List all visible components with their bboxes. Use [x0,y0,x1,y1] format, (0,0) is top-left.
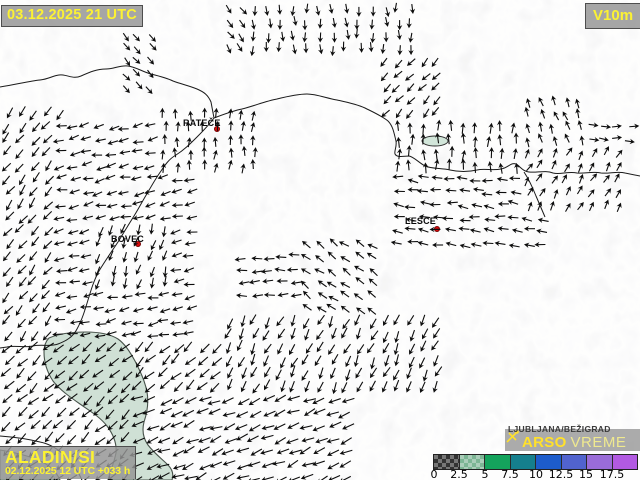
legend-swatch-6 [587,455,613,469]
brand-name-light: VREME [570,434,627,451]
border-line [213,93,640,177]
legend-swatch-7 [612,455,637,469]
model-run-time: 02.12.2025 12 UTC +033 h [5,465,131,478]
legend-swatch-4 [536,455,562,469]
legend-tick-label: 15 [579,468,593,480]
city-label: LESCE [405,216,436,226]
legend-tick-label: 5 [481,468,489,480]
datetime-box: 03.12.2025 21 UTC [1,5,143,27]
legend-strip: 0 2.5 5 7.5 10 12.5 15 17.5 [428,451,640,480]
legend-swatch-1 [459,455,485,469]
legend-swatch-3 [510,455,536,469]
legend-tick-label: 17.5 [599,468,625,480]
border-line [0,65,215,119]
legend-tick-label: 0 [430,468,438,480]
border-line [0,117,215,349]
map-border-lines [0,65,640,480]
legend-tick-label: 2.5 [450,468,468,480]
legend-tick-label: 10 [529,468,543,480]
field-label-box: V10m [585,3,640,29]
legend-color-bar [433,454,638,470]
model-name: ALADIN/SI [5,447,96,467]
city-label: BOVEC [111,234,144,244]
model-box: ALADIN/SI 02.12.2025 12 UTC +033 h [0,446,137,480]
legend-swatch-2 [485,455,511,469]
legend-swatch-5 [561,455,587,469]
legend-tick-label: 12.5 [548,468,574,480]
station-label: LJUBLJANA/BEŽIGRAD [508,424,611,434]
brand-name-bold: ARSO [522,434,567,451]
legend-swatch-0 [434,455,460,469]
lake [421,135,449,147]
legend-tick-label: 7.5 [501,468,519,480]
